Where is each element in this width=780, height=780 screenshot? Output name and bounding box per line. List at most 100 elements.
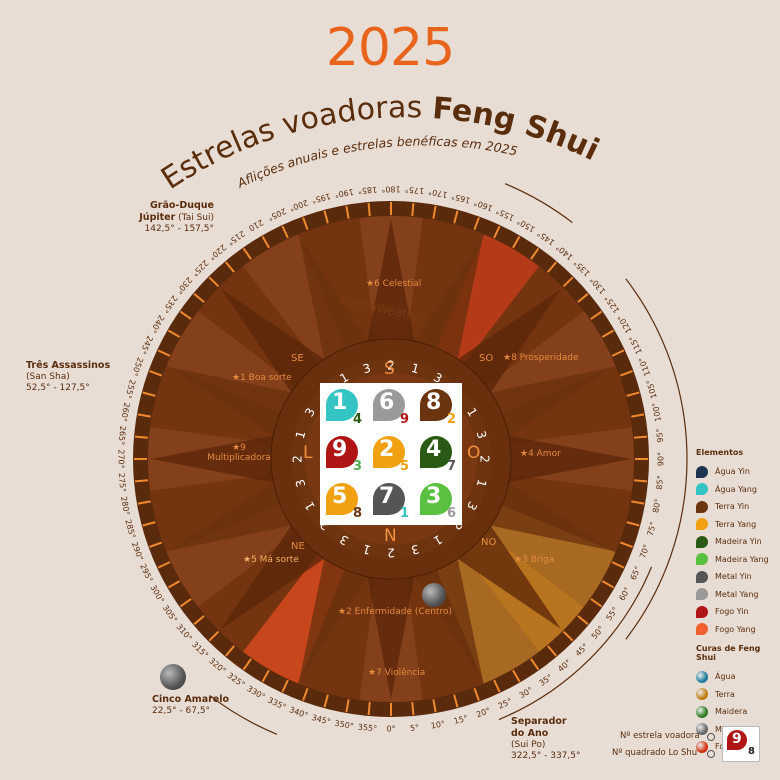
degree-tick [562,630,574,642]
legend-swatch [696,535,708,548]
ring-number: 3 [361,361,372,377]
degree-label: 20° [475,706,491,719]
star-drop [420,483,452,515]
key-pointer-dot-2 [707,750,715,758]
degree-tick [512,669,521,683]
legend-swatch [696,465,708,478]
star-drop [326,436,358,468]
five-yellow-range: 22,5° - 67,5° [152,706,211,716]
star-ray [299,237,368,360]
degree-label: 100° [651,402,663,423]
degree-label: 65° [629,565,643,582]
degree-label: 215° [226,229,247,247]
legend-element-item: Água Yang [696,481,780,499]
degree-label: 350° [334,719,355,731]
degree-label: 120° [616,313,633,334]
degree-label: 140° [554,243,575,262]
sector-label-e: ★9 Multiplicadora [207,443,271,463]
degree-tick [345,205,350,219]
degree-label: 225° [190,258,210,278]
star-ray [169,367,292,436]
ring-number: 3 [474,429,490,440]
ring-number: 1 [293,429,309,440]
degree-tick [601,580,615,589]
degree-tick [611,349,625,357]
degree-tick [512,235,521,249]
star-drop [373,436,405,468]
degree-label: 170° [428,187,449,199]
degree-tick [619,541,633,548]
degree-label: 175° [405,185,425,196]
degree-tick [323,210,329,224]
degree-tick [345,699,350,713]
degree-label: 295° [138,562,154,583]
degree-label: 315° [190,640,210,660]
flying-star-number: 5 [332,484,348,509]
ring-number: 2 [387,546,395,560]
degree-tick [590,598,603,608]
star-drop [326,389,358,421]
star-drop [373,483,405,515]
degree-tick [134,435,149,439]
degree-label: 320° [207,656,228,675]
degree-tick [142,391,156,397]
degree-label: 195° [311,191,332,205]
legend-cure-item: Maidera [696,703,780,721]
sector-label-nw: ★3 Briga [514,555,555,565]
degree-tick [167,329,181,338]
flying-star-number: 3 [426,484,442,509]
lo-shu-number: 7 [447,459,457,474]
degree-label: 45° [574,642,590,658]
degree-tick [242,658,252,671]
star-ray [490,367,613,436]
lo-shu-number: 2 [447,412,457,427]
legend-swatch [696,570,708,583]
three-killings-range: 52,5° - 127,5° [26,383,90,393]
metal-cure-ball-left [160,664,186,690]
degree-label: 205° [266,206,287,222]
degree-label: 300° [148,583,165,604]
year-breaker-alt: (Sui Po) [511,740,546,750]
degree-tick [142,521,156,527]
star-ray [508,435,631,483]
legend-swatch [696,483,708,496]
degree-label: 280° [119,496,131,517]
lo-shu-number: 1 [400,506,410,521]
year-title: 2025 [325,18,455,78]
legend-element-item: Madeira Yang [696,551,780,569]
key-loshu-label: Nº quadrado Lo Shu [612,748,698,758]
degree-label: 50° [590,624,606,641]
key-example-cell: 9 8 [722,726,760,762]
legend-label: Maidera [715,707,748,717]
degree-label: 90° [657,452,666,466]
sector-label-sw: ★8 Prosperidade [503,353,579,363]
sector-label-n: ★7 Violência [368,668,426,678]
degree-label: 270° [117,449,126,468]
degree-tick [633,479,648,483]
sector-label-s: ★6 Celestial [366,279,422,289]
dir-s: S [384,359,395,379]
ring-number: 1 [410,361,421,377]
degree-label: 75° [646,521,658,537]
degree-label: 325° [226,671,247,689]
key-example-drop [727,730,747,750]
degree-label: 250° [130,356,145,377]
star-ray [151,435,274,483]
year-breaker-title1: Separador [511,716,567,727]
flying-star-number: 6 [379,390,395,415]
dir-n: N [384,526,397,546]
legend-swatch [696,588,708,601]
legend-swatch [696,623,708,636]
degree-tick [179,598,192,608]
star-drop [420,436,452,468]
legend-label: Água [715,672,736,682]
ring-number: 2 [387,359,395,373]
degree-tick [149,370,163,377]
degree-label: 55° [604,605,620,622]
degree-label: 125° [603,294,621,315]
grand-duke-arc [504,183,573,224]
degree-label: 355° [357,723,377,734]
legend-label: Terra [715,689,735,699]
